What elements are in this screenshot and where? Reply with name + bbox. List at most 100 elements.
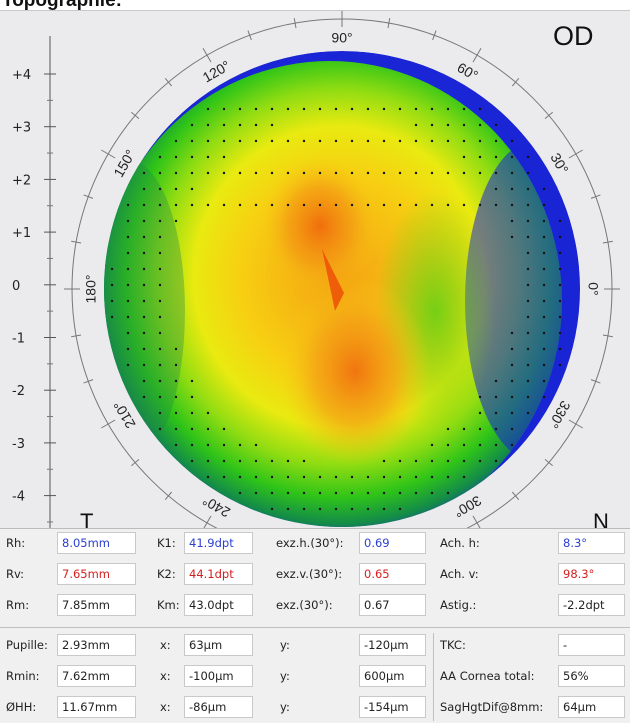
hh-y-value[interactable]: -154µm xyxy=(359,696,426,718)
measurement-dot xyxy=(254,459,258,463)
tkc-value[interactable]: - xyxy=(558,634,625,656)
ring-tick xyxy=(293,18,297,29)
measurement-dot xyxy=(526,251,530,255)
rmin-value[interactable]: 7.62mm xyxy=(57,665,136,687)
rmin-y-value[interactable]: 600µm xyxy=(359,665,426,687)
rv-value[interactable]: 7.65mm xyxy=(57,563,136,585)
measurement-dot xyxy=(366,491,370,495)
measurement-dot xyxy=(222,123,226,127)
aa-cornea-value[interactable]: 56% xyxy=(558,665,625,687)
measurement-dot xyxy=(446,123,450,127)
measurement-dot xyxy=(462,459,466,463)
measurement-dot xyxy=(414,459,418,463)
measurement-dot xyxy=(398,459,402,463)
ring-tick xyxy=(202,515,212,529)
exz-value[interactable]: 0.67 xyxy=(359,594,426,616)
hh-x-label: x: xyxy=(160,700,171,714)
measurement-dot xyxy=(238,459,242,463)
rmin-x-value[interactable]: -100µm xyxy=(184,665,253,687)
astig-value[interactable]: -2.2dpt xyxy=(558,594,625,616)
nasal-label: N xyxy=(593,509,609,529)
measurement-dot xyxy=(478,107,482,111)
ring-tick xyxy=(131,111,140,120)
measurement-dot xyxy=(478,171,482,175)
measurement-dot xyxy=(158,283,162,287)
measurement-dot xyxy=(446,427,450,431)
pupil-x-value[interactable]: 63µm xyxy=(184,634,253,656)
measurement-dot xyxy=(510,395,514,399)
measurement-dot xyxy=(446,491,450,495)
measurement-dot xyxy=(558,315,562,319)
topography-map-panel[interactable]: +4 +3 +2 +1 0 -1 -2 -3 -4 90° 60° 30° 0° 330° 300° 240… xyxy=(0,10,630,529)
ring-tick xyxy=(590,194,601,199)
measurement-dot xyxy=(382,459,386,463)
measurement-dot xyxy=(286,475,290,479)
measurement-dot xyxy=(254,139,258,143)
measurement-dot xyxy=(270,139,274,143)
measurement-dot xyxy=(158,427,162,431)
measurement-dot xyxy=(462,139,466,143)
measurement-dot xyxy=(174,139,178,143)
measurement-dot xyxy=(142,347,146,351)
ring-tick xyxy=(511,78,520,87)
measurement-row-5: Rmin: 7.62mm x: -100µm y: 600µm AA Corne… xyxy=(0,662,630,692)
k1-value[interactable]: 41.9dpt xyxy=(184,532,253,554)
measurement-row-3: Rm: 7.85mm Km: 43.0dpt exz.(30°): 0.67 A… xyxy=(0,591,630,621)
measurement-dot xyxy=(478,395,482,399)
measurement-dot xyxy=(318,139,322,143)
measurement-dot xyxy=(366,203,370,207)
measurement-dot xyxy=(478,427,482,431)
measurement-dot xyxy=(126,363,130,367)
pupil-value[interactable]: 2.93mm xyxy=(57,634,136,656)
y-tick-label: +2 xyxy=(12,173,31,188)
measurement-row-2: Rv: 7.65mm K2: 44.1dpt exz.v.(30°): 0.65… xyxy=(0,560,630,590)
measurement-dot xyxy=(334,107,338,111)
corneal-topography-map[interactable]: +4+3+2+10-1-2-3-4 90°60°30°0°330°300°240… xyxy=(0,11,630,529)
k2-value[interactable]: 44.1dpt xyxy=(184,563,253,585)
measurement-dot xyxy=(158,411,162,415)
measurement-dot xyxy=(110,299,114,303)
measurement-dot xyxy=(110,283,114,287)
measurement-dot xyxy=(238,203,242,207)
sag-value[interactable]: 64µm xyxy=(558,696,625,718)
measurement-dot xyxy=(334,139,338,143)
measurement-dot xyxy=(318,475,322,479)
ach-value[interactable]: 8.3° xyxy=(558,532,625,554)
measurement-dot xyxy=(126,283,130,287)
measurement-dot xyxy=(558,267,562,271)
measurement-dot xyxy=(334,475,338,479)
measurement-dot xyxy=(158,155,162,159)
pupil-y-value[interactable]: -120µm xyxy=(359,634,426,656)
measurement-dot xyxy=(270,459,274,463)
measurement-dot xyxy=(430,123,434,127)
exzv-value[interactable]: 0.65 xyxy=(359,563,426,585)
km-value[interactable]: 43.0dpt xyxy=(184,594,253,616)
exzh-value[interactable]: 0.69 xyxy=(359,532,426,554)
measurement-dot xyxy=(318,491,322,495)
measurement-dot xyxy=(558,347,562,351)
measurement-row-1: Rh: 8.05mm K1: 41.9dpt exz.h.(30°): 0.69… xyxy=(0,529,630,559)
exz-label: exz.(30°): xyxy=(276,598,333,612)
measurement-dot xyxy=(286,139,290,143)
measurement-dot xyxy=(206,171,210,175)
measurement-dot xyxy=(158,267,162,271)
ring-tick xyxy=(131,458,140,467)
measurement-dot xyxy=(142,171,146,175)
measurement-dot xyxy=(526,363,530,367)
sag-label: SagHgtDif@8mm: xyxy=(440,700,544,714)
rh-value[interactable]: 8.05mm xyxy=(57,532,136,554)
measurements-table: Rh: 8.05mm K1: 41.9dpt exz.h.(30°): 0.69… xyxy=(0,528,630,723)
measurement-dot xyxy=(526,283,530,287)
measurement-dot xyxy=(254,443,258,447)
rm-value[interactable]: 7.85mm xyxy=(57,594,136,616)
measurement-dot xyxy=(158,235,162,239)
measurement-dot xyxy=(206,427,210,431)
hh-value[interactable]: 11.67mm xyxy=(57,696,136,718)
acv-value[interactable]: 98.3° xyxy=(558,563,625,585)
measurement-dot xyxy=(558,219,562,223)
hh-x-value[interactable]: -86µm xyxy=(184,696,253,718)
measurement-dot xyxy=(142,299,146,303)
exzh-label: exz.h.(30°): xyxy=(276,536,344,550)
measurement-dot xyxy=(158,187,162,191)
measurement-dot xyxy=(174,155,178,159)
